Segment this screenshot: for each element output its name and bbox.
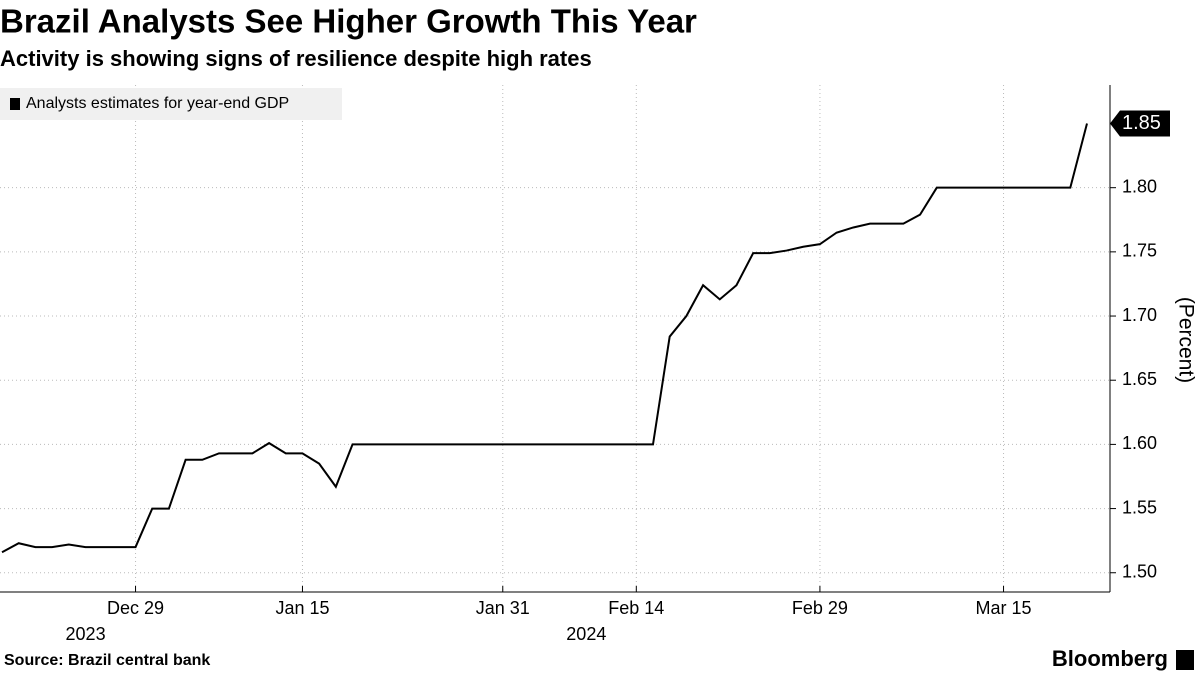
y-tick-label: 1.75 — [1122, 241, 1157, 261]
value-label: 1.85 — [1122, 112, 1161, 134]
x-tick-label: Feb 14 — [608, 598, 664, 618]
y-tick-label: 1.60 — [1122, 433, 1157, 453]
year-label: 2023 — [66, 624, 106, 644]
y-tick-label: 1.50 — [1122, 561, 1157, 581]
line — [1, 123, 1088, 554]
year-label: 2024 — [566, 624, 606, 644]
legend-box — [0, 88, 342, 120]
y-axis-label: (Percent) — [1174, 297, 1197, 383]
x-tick-label: Feb 29 — [792, 598, 848, 618]
y-tick-label: 1.70 — [1122, 305, 1157, 325]
x-tick-label: Jan 31 — [476, 598, 530, 618]
brand-icon — [1176, 650, 1194, 670]
x-tick-label: Dec 29 — [107, 598, 164, 618]
legend-label: Analysts estimates for year-end GDP — [26, 95, 289, 112]
y-tick-label: 1.55 — [1122, 497, 1157, 517]
y-tick-label: 1.65 — [1122, 369, 1157, 389]
y-tick-label: 1.80 — [1122, 176, 1157, 196]
legend-swatch — [10, 98, 20, 110]
brand: Bloomberg — [1052, 646, 1168, 671]
source: Source: Brazil central bank — [4, 652, 210, 669]
x-tick-label: Jan 15 — [275, 598, 329, 618]
chart-title: Brazil Analysts See Higher Growth This Y… — [0, 3, 697, 40]
x-tick-label: Mar 15 — [976, 598, 1032, 618]
chart-subtitle: Activity is showing signs of resilience … — [0, 46, 592, 71]
value-tag — [1110, 110, 1170, 137]
